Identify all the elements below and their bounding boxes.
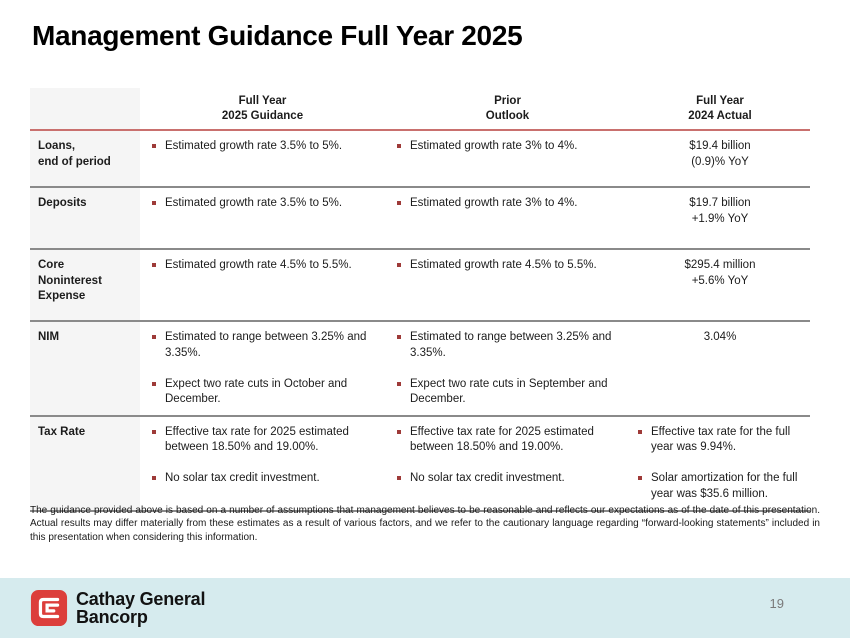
bullet-icon bbox=[152, 381, 156, 386]
company-name-line1: Cathay General bbox=[76, 589, 206, 609]
row-label: Deposits bbox=[30, 188, 140, 249]
bullet-icon bbox=[638, 430, 642, 435]
actual-cell: $295.4 million +5.6% YoY bbox=[684, 259, 756, 287]
bullet-text: Estimated growth rate 4.5% to 5.5%. bbox=[410, 259, 597, 272]
actual-cell: $19.7 billion +1.9% YoY bbox=[689, 197, 751, 225]
bullet-text: No solar tax credit investment. bbox=[165, 472, 320, 485]
guidance-table: Full Year 2025 Guidance Prior Outlook Fu… bbox=[30, 88, 810, 513]
prior-cell: Effective tax rate for 2025 estimated be… bbox=[385, 417, 630, 510]
header-empty-cell bbox=[30, 88, 140, 130]
table-header-row: Full Year 2025 Guidance Prior Outlook Fu… bbox=[30, 88, 810, 132]
bullet-item: Expect two rate cuts in October and Dece… bbox=[152, 377, 371, 407]
bullet-item: Estimated to range between 3.25% and 3.3… bbox=[397, 330, 616, 360]
bullet-item: Estimated to range between 3.25% and 3.3… bbox=[152, 330, 371, 360]
cathay-logo-icon bbox=[30, 589, 68, 627]
header-prior: Prior Outlook bbox=[485, 95, 530, 123]
footer-band: Cathay General Bancorp 19 bbox=[0, 578, 850, 638]
bullet-item: Estimated growth rate 3% to 4%. bbox=[397, 196, 616, 211]
actual-cell: 3.04% bbox=[703, 331, 737, 344]
company-logo: Cathay General Bancorp bbox=[30, 589, 205, 627]
bullet-icon bbox=[152, 144, 156, 149]
row-label: Core Noninterest Expense bbox=[30, 250, 140, 321]
bullet-text: Effective tax rate for the full year was… bbox=[651, 426, 791, 454]
bullet-item: Expect two rate cuts in September and De… bbox=[397, 377, 616, 407]
table-row-tax-rate: Tax Rate Effective tax rate for 2025 est… bbox=[30, 417, 810, 513]
bullet-text: Estimated to range between 3.25% and 3.3… bbox=[410, 331, 612, 359]
bullet-item: Effective tax rate for 2025 estimated be… bbox=[152, 425, 371, 455]
table-row-loans: Loans, end of period Estimated growth ra… bbox=[30, 131, 810, 189]
actual-cell: $19.4 billion (0.9)% YoY bbox=[689, 140, 751, 168]
bullet-item: Estimated growth rate 4.5% to 5.5%. bbox=[152, 258, 371, 273]
header-actual: Full Year 2024 Actual bbox=[688, 95, 752, 123]
bullet-item: Estimated growth rate 3.5% to 5%. bbox=[152, 139, 371, 154]
bullet-item: No solar tax credit investment. bbox=[152, 471, 371, 486]
bullet-text: Estimated to range between 3.25% and 3.3… bbox=[165, 331, 367, 359]
bullet-text: Effective tax rate for 2025 estimated be… bbox=[165, 426, 349, 454]
page-number: 19 bbox=[769, 596, 784, 611]
bullet-icon bbox=[638, 476, 642, 481]
bullet-icon bbox=[152, 430, 156, 435]
company-name: Cathay General Bancorp bbox=[76, 590, 205, 626]
bullet-icon bbox=[152, 201, 156, 206]
company-name-line2: Bancorp bbox=[76, 607, 148, 627]
bullet-icon bbox=[397, 476, 401, 481]
row-label: Tax Rate bbox=[30, 417, 140, 511]
actual-cell: Effective tax rate for the full year was… bbox=[630, 417, 810, 510]
bullet-icon bbox=[397, 381, 401, 386]
bullet-text: No solar tax credit investment. bbox=[410, 472, 565, 485]
guidance-cell: Estimated to range between 3.25% and 3.3… bbox=[140, 322, 385, 415]
prior-cell: Estimated growth rate 3% to 4%. bbox=[385, 131, 630, 186]
row-label: Loans, end of period bbox=[30, 131, 140, 187]
table-row-nim: NIM Estimated to range between 3.25% and… bbox=[30, 322, 810, 418]
prior-cell: Estimated growth rate 4.5% to 5.5%. bbox=[385, 250, 630, 320]
row-label: NIM bbox=[30, 322, 140, 416]
bullet-icon bbox=[397, 335, 401, 340]
bullet-text: Estimated growth rate 3% to 4%. bbox=[410, 197, 578, 210]
bullet-text: Effective tax rate for 2025 estimated be… bbox=[410, 426, 594, 454]
bullet-icon bbox=[397, 144, 401, 149]
guidance-cell: Effective tax rate for 2025 estimated be… bbox=[140, 417, 385, 510]
bullet-text: Solar amortization for the full year was… bbox=[651, 472, 798, 500]
guidance-cell: Estimated growth rate 3.5% to 5%. bbox=[140, 188, 385, 248]
bullet-item: Estimated growth rate 3% to 4%. bbox=[397, 139, 616, 154]
bullet-item: Effective tax rate for 2025 estimated be… bbox=[397, 425, 616, 455]
bullet-icon bbox=[397, 263, 401, 268]
bullet-text: Expect two rate cuts in October and Dece… bbox=[165, 377, 348, 405]
table-row-core-noninterest-expense: Core Noninterest Expense Estimated growt… bbox=[30, 250, 810, 323]
bullet-item: Effective tax rate for the full year was… bbox=[638, 425, 804, 455]
prior-cell: Estimated to range between 3.25% and 3.3… bbox=[385, 322, 630, 415]
table-row-deposits: Deposits Estimated growth rate 3.5% to 5… bbox=[30, 188, 810, 251]
guidance-cell: Estimated growth rate 3.5% to 5%. bbox=[140, 131, 385, 186]
bullet-item: No solar tax credit investment. bbox=[397, 471, 616, 486]
bullet-icon bbox=[152, 476, 156, 481]
guidance-cell: Estimated growth rate 4.5% to 5.5%. bbox=[140, 250, 385, 320]
disclaimer-text: The guidance provided above is based on … bbox=[30, 505, 820, 543]
page-title: Management Guidance Full Year 2025 bbox=[32, 20, 523, 51]
bullet-icon bbox=[152, 335, 156, 340]
bullet-text: Estimated growth rate 4.5% to 5.5%. bbox=[165, 259, 352, 272]
header-guidance: Full Year 2025 Guidance bbox=[221, 95, 304, 123]
bullet-text: Estimated growth rate 3% to 4%. bbox=[410, 140, 578, 153]
prior-cell: Estimated growth rate 3% to 4%. bbox=[385, 188, 630, 248]
bullet-text: Estimated growth rate 3.5% to 5%. bbox=[165, 197, 343, 210]
bullet-text: Expect two rate cuts in September and De… bbox=[410, 377, 608, 405]
bullet-icon bbox=[397, 201, 401, 206]
bullet-item: Estimated growth rate 3.5% to 5%. bbox=[152, 196, 371, 211]
bullet-text: Estimated growth rate 3.5% to 5%. bbox=[165, 140, 343, 153]
bullet-icon bbox=[397, 430, 401, 435]
bullet-icon bbox=[152, 263, 156, 268]
bullet-item: Estimated growth rate 4.5% to 5.5%. bbox=[397, 258, 616, 273]
bullet-item: Solar amortization for the full year was… bbox=[638, 471, 804, 501]
